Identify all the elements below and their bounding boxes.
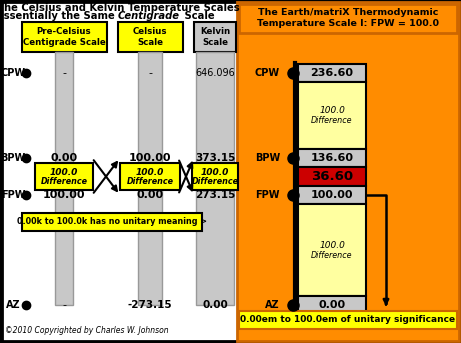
Text: 0.00: 0.00 [202,300,228,310]
Bar [239,311,457,329]
Text: 0.00: 0.00 [136,190,164,200]
Text: CPW: CPW [0,68,25,78]
Text: 100.00: 100.00 [311,190,353,200]
Text: Centigrade: Centigrade [118,11,180,21]
Text: 100.0: 100.0 [50,168,78,177]
Text: 136.60: 136.60 [311,153,354,163]
Text: The Earth/matriX Thermodynamic
Temperature Scale I: FPW = 100.0: The Earth/matriX Thermodynamic Temperatu… [257,8,439,28]
Bar [298,82,366,149]
Text: 0.00k to 100.0k has no unitary meaning >: 0.00k to 100.0k has no unitary meaning > [17,217,207,226]
Bar [298,296,366,314]
Bar [118,22,183,52]
Text: Difference: Difference [311,250,353,260]
Text: 0.00em to 100.0em of unitary significance: 0.00em to 100.0em of unitary significanc… [241,316,455,324]
Text: 36.60: 36.60 [311,170,353,183]
Text: 100.0: 100.0 [201,168,229,177]
Bar [298,149,366,167]
Text: AZ: AZ [266,300,280,310]
Bar [22,213,202,231]
Text: 646.096: 646.096 [195,68,235,78]
Text: FPW: FPW [1,190,25,200]
Text: Difference: Difference [311,116,353,125]
Text: 100.00: 100.00 [43,190,85,200]
Bar [298,186,366,204]
Text: Scale: Scale [181,11,215,21]
Bar [22,22,107,52]
Text: Difference: Difference [126,177,173,186]
Text: 273.15: 273.15 [195,190,235,200]
Text: ©2010 Copyrighted by Charles W. Johnson: ©2010 Copyrighted by Charles W. Johnson [5,326,169,335]
Bar [239,4,457,33]
Text: -273.15: -273.15 [128,300,172,310]
Text: 373.15: 373.15 [195,153,235,163]
Bar [120,163,180,190]
Text: -: - [62,300,66,310]
Bar [138,52,162,305]
Text: BPW: BPW [0,153,26,163]
Bar [194,22,236,52]
Text: Pre-Celsius
Centigrade Scale: Pre-Celsius Centigrade Scale [23,27,106,47]
Text: 100.00: 100.00 [129,153,171,163]
Bar [55,52,73,305]
Text: Celsius
Scale: Celsius Scale [133,27,167,47]
Text: Difference: Difference [191,177,238,186]
Text: Kelvin
Scale: Kelvin Scale [200,27,230,47]
Text: AZ: AZ [6,300,20,310]
Text: BPW: BPW [255,153,280,163]
Text: 100.0: 100.0 [319,106,345,115]
Bar [237,2,459,341]
Bar [192,163,238,190]
Bar [196,52,234,305]
Bar [35,163,93,190]
Text: -: - [62,68,66,78]
Bar [298,64,366,82]
Text: 0.00: 0.00 [319,300,346,310]
Bar [298,167,366,186]
Text: The Celsius and Kelvin Temperature Scales: The Celsius and Kelvin Temperature Scale… [0,3,239,13]
Text: 0.00: 0.00 [50,153,77,163]
Text: -: - [148,68,152,78]
Text: Are Essentially the Same: Are Essentially the Same [0,11,118,21]
Text: FPW: FPW [255,190,280,200]
Text: 236.60: 236.60 [311,68,354,78]
Bar [298,204,366,296]
Text: 100.0: 100.0 [319,240,345,249]
Text: Difference: Difference [41,177,88,186]
Text: 100.0: 100.0 [136,168,164,177]
Text: CPW: CPW [255,68,280,78]
